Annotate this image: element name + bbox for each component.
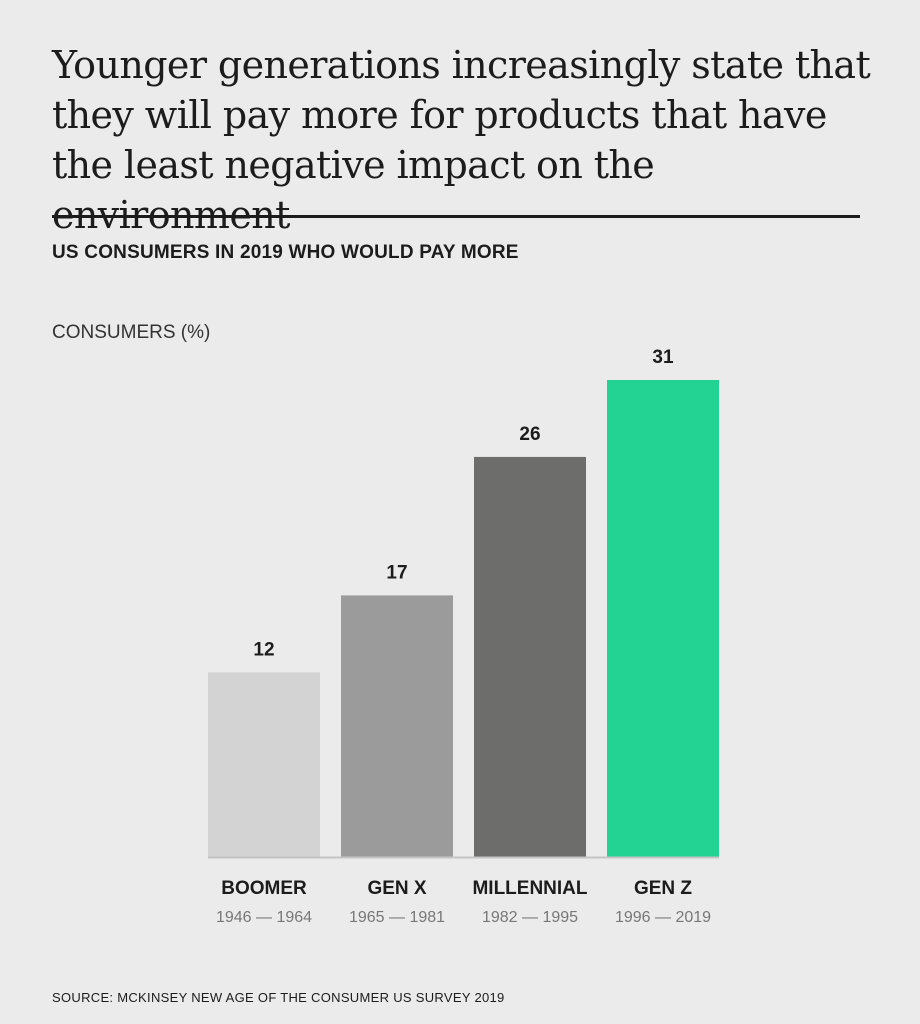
category-label-millennial: MILLENNIAL	[472, 878, 587, 899]
category-label-boomer: BOOMER	[221, 878, 307, 899]
chart-title: Younger generations increasingly state t…	[52, 43, 871, 237]
bar-millennial	[474, 456, 586, 857]
chart-subtitle: US CONSUMERS IN 2019 WHO WOULD PAY MORE	[52, 242, 519, 263]
bar-gen-z	[607, 380, 719, 857]
category-label-gen-z: GEN Z	[634, 878, 692, 899]
value-label-boomer: 12	[253, 639, 274, 660]
category-years-boomer: 1946 — 1964	[216, 909, 312, 926]
value-label-millennial: 26	[519, 424, 540, 445]
bar-gen-x	[341, 595, 453, 857]
category-label-gen-x: GEN X	[367, 878, 426, 899]
category-years-gen-z: 1996 — 2019	[615, 909, 711, 926]
value-label-gen-x: 17	[386, 562, 407, 583]
title-divider	[52, 215, 860, 218]
category-years-millennial: 1982 — 1995	[482, 909, 578, 926]
category-years-gen-x: 1965 — 1981	[349, 909, 445, 926]
value-label-gen-z: 31	[652, 347, 674, 368]
source-note: SOURCE: MCKINSEY NEW AGE OF THE CONSUMER…	[52, 990, 505, 1005]
bar-boomer	[208, 672, 320, 857]
y-axis-label: CONSUMERS (%)	[52, 322, 211, 343]
